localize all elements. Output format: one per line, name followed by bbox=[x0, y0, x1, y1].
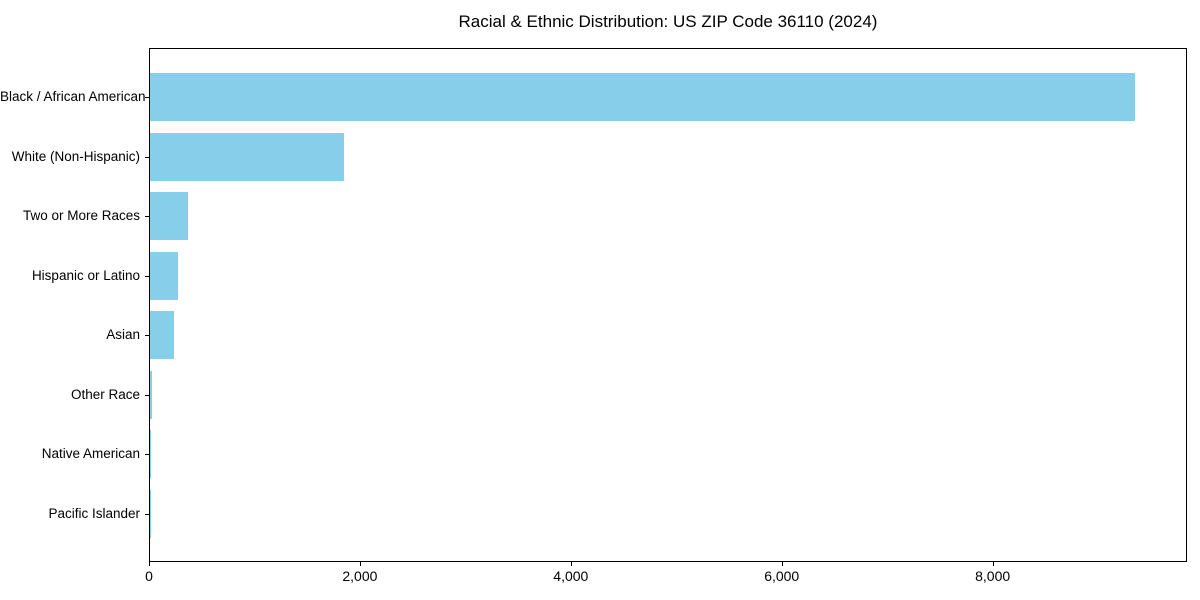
y-axis-label: Other Race bbox=[70, 386, 140, 402]
x-axis-tick-label: 2,000 bbox=[342, 568, 378, 584]
bar-native-american bbox=[150, 430, 151, 479]
chart-title: Racial & Ethnic Distribution: US ZIP Cod… bbox=[458, 12, 878, 31]
y-axis-tick bbox=[145, 275, 149, 277]
y-axis-tick bbox=[145, 335, 149, 337]
bar-white-non-hispanic bbox=[150, 132, 344, 181]
plot-area bbox=[149, 48, 1187, 562]
bar-black-african-american bbox=[150, 73, 1136, 121]
bar-two-or-more-races bbox=[150, 192, 188, 241]
x-axis-tick bbox=[149, 562, 150, 566]
x-axis-tick-label: 8,000 bbox=[975, 568, 1011, 584]
y-axis-label: Native American bbox=[41, 446, 140, 462]
y-axis-tick bbox=[145, 216, 149, 218]
bar-asian bbox=[150, 311, 175, 360]
y-axis-tick bbox=[145, 513, 149, 515]
x-axis-tick bbox=[992, 562, 994, 566]
x-axis-tick-label: 0 bbox=[145, 568, 153, 584]
y-axis-tick bbox=[145, 156, 149, 158]
y-axis-label: Asian bbox=[106, 327, 140, 343]
y-axis-tick bbox=[145, 394, 149, 396]
x-axis-tick-label: 4,000 bbox=[553, 568, 589, 584]
y-axis-label: Two or More Races bbox=[22, 208, 140, 224]
y-axis-label: Black / African American bbox=[0, 89, 146, 104]
x-axis-tick-label: 6,000 bbox=[764, 568, 800, 584]
y-axis-tick bbox=[145, 454, 149, 456]
x-axis-tick bbox=[570, 562, 572, 566]
y-axis-label: White (Non-Hispanic) bbox=[11, 148, 140, 164]
bar-other-race bbox=[150, 370, 152, 419]
y-axis-label: Pacific Islander bbox=[48, 505, 140, 521]
x-axis-tick bbox=[781, 562, 783, 566]
y-axis-tick bbox=[145, 97, 149, 98]
bar-hispanic-or-latino bbox=[150, 251, 178, 300]
y-axis-label: Hispanic or Latino bbox=[31, 267, 140, 283]
x-axis-tick bbox=[359, 562, 361, 566]
